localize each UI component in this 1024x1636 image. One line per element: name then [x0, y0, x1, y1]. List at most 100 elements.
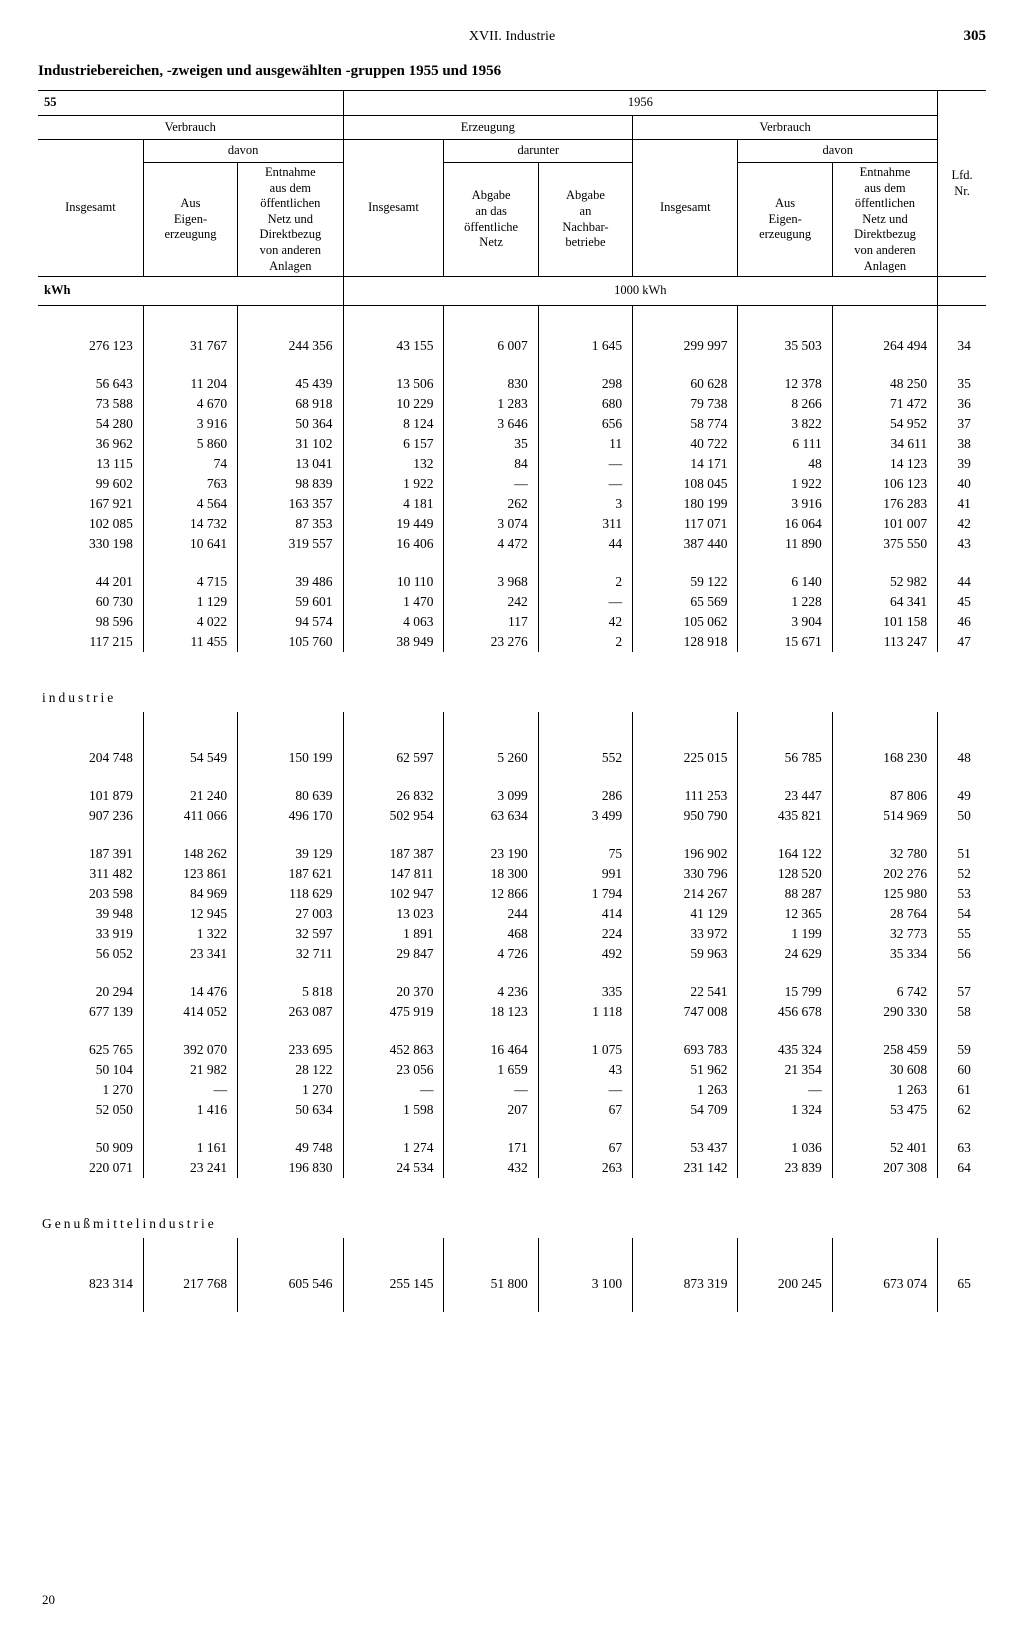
cell-value: 1 199	[738, 924, 832, 944]
cell-value: 54 549	[143, 748, 237, 768]
cell-value: 117 215	[38, 632, 143, 652]
cell-value: —	[444, 474, 538, 494]
cell-value: 16 464	[444, 1040, 538, 1060]
cell-value: 27 003	[238, 904, 343, 924]
cell-lfd: 56	[938, 944, 986, 964]
cell-value: 108 045	[633, 474, 738, 494]
cell-value: 102 947	[343, 884, 444, 904]
cell-value: 605 546	[238, 1274, 343, 1294]
cell-value: 432	[444, 1158, 538, 1178]
table-row: 823 314217 768605 546255 14551 8003 1008…	[38, 1274, 986, 1294]
cell-value: 1 645	[538, 336, 632, 356]
cell-value: 217 768	[143, 1274, 237, 1294]
hdr-abgabe-netz: Abgabean dasöffentlicheNetz	[444, 162, 538, 276]
cell-value: 15 799	[738, 982, 832, 1002]
cell-value: 3 968	[444, 572, 538, 592]
footer-signature-number: 20	[38, 1592, 986, 1608]
hdr-davon-56: davon	[738, 140, 938, 163]
cell-value: 88 287	[738, 884, 832, 904]
cell-value: 656	[538, 414, 632, 434]
cell-value: 435 324	[738, 1040, 832, 1060]
cell-value: 468	[444, 924, 538, 944]
cell-value: 311	[538, 514, 632, 534]
cell-value: 13 506	[343, 374, 444, 394]
cell-value: 224	[538, 924, 632, 944]
cell-value: 147 811	[343, 864, 444, 884]
cell-value: 1 118	[538, 1002, 632, 1022]
cell-value: 196 902	[633, 844, 738, 864]
cell-value: 24 629	[738, 944, 832, 964]
cell-value: 1 075	[538, 1040, 632, 1060]
cell-lfd: 34	[938, 336, 986, 356]
hdr-darunter: darunter	[444, 140, 633, 163]
cell-value: 105 760	[238, 632, 343, 652]
cell-value: 3 099	[444, 786, 538, 806]
cell-value: 15 671	[738, 632, 832, 652]
cell-value: 33 919	[38, 924, 143, 944]
cell-lfd: 61	[938, 1080, 986, 1100]
cell-value: 23 447	[738, 786, 832, 806]
cell-value: 21 982	[143, 1060, 237, 1080]
cell-value: 24 534	[343, 1158, 444, 1178]
cell-value: 21 240	[143, 786, 237, 806]
cell-value: 59 122	[633, 572, 738, 592]
cell-value: 258 459	[832, 1040, 937, 1060]
table-row: 20 29414 4765 81820 3704 23633522 54115 …	[38, 982, 986, 1002]
cell-value: 492	[538, 944, 632, 964]
cell-value: 1 270	[38, 1080, 143, 1100]
cell-lfd: 41	[938, 494, 986, 514]
cell-value: 60 628	[633, 374, 738, 394]
cell-value: 42	[538, 612, 632, 632]
cell-value: 23 839	[738, 1158, 832, 1178]
cell-lfd: 35	[938, 374, 986, 394]
cell-value: 1 922	[343, 474, 444, 494]
cell-value: 3 499	[538, 806, 632, 826]
cell-value: 3 916	[143, 414, 237, 434]
cell-value: 3 646	[444, 414, 538, 434]
cell-value: 200 245	[738, 1274, 832, 1294]
cell-value: 1 470	[343, 592, 444, 612]
cell-value: 43 155	[343, 336, 444, 356]
cell-lfd: 60	[938, 1060, 986, 1080]
cell-value: 1 161	[143, 1138, 237, 1158]
cell-value: 117	[444, 612, 538, 632]
cell-value: 32 773	[832, 924, 937, 944]
cell-value: 63 634	[444, 806, 538, 826]
cell-value: 13 115	[38, 454, 143, 474]
table-row: 117 21511 455105 76038 94923 2762128 918…	[38, 632, 986, 652]
chapter-title: XVII. Industrie	[88, 29, 936, 45]
cell-value: 98 596	[38, 612, 143, 632]
cell-value: 148 262	[143, 844, 237, 864]
cell-value: 132	[343, 454, 444, 474]
hdr-eigen-55: AusEigen-erzeugung	[143, 162, 237, 276]
cell-value: 38 949	[343, 632, 444, 652]
cell-value: 79 738	[633, 394, 738, 414]
cell-value: 28 122	[238, 1060, 343, 1080]
cell-value: 1 274	[343, 1138, 444, 1158]
cell-value: 65 569	[633, 592, 738, 612]
cell-value: 123 861	[143, 864, 237, 884]
cell-value: 87 806	[832, 786, 937, 806]
cell-value: 32 780	[832, 844, 937, 864]
cell-value: 763	[143, 474, 237, 494]
cell-value: 87 353	[238, 514, 343, 534]
table-row: 60 7301 12959 6011 470242—65 5691 22864 …	[38, 592, 986, 612]
table-row: 907 236411 066496 170502 95463 6343 4999…	[38, 806, 986, 826]
hdr-lfd: Lfd.Nr.	[938, 91, 986, 277]
cell-value: 52 050	[38, 1100, 143, 1120]
cell-value: 242	[444, 592, 538, 612]
cell-value: 68 918	[238, 394, 343, 414]
cell-value: 98 839	[238, 474, 343, 494]
cell-value: 14 123	[832, 454, 937, 474]
cell-value: 94 574	[238, 612, 343, 632]
table-row: 276 12331 767244 35643 1556 0071 645299 …	[38, 336, 986, 356]
cell-value: 4 715	[143, 572, 237, 592]
cell-value: 180 199	[633, 494, 738, 514]
cell-value: 52 401	[832, 1138, 937, 1158]
table-row: 625 765392 070233 695452 86316 4641 0756…	[38, 1040, 986, 1060]
cell-value: 54 709	[633, 1100, 738, 1120]
cell-lfd: 57	[938, 982, 986, 1002]
cell-value: 3 074	[444, 514, 538, 534]
section-industrie: industrie	[38, 682, 986, 712]
cell-value: 12 365	[738, 904, 832, 924]
